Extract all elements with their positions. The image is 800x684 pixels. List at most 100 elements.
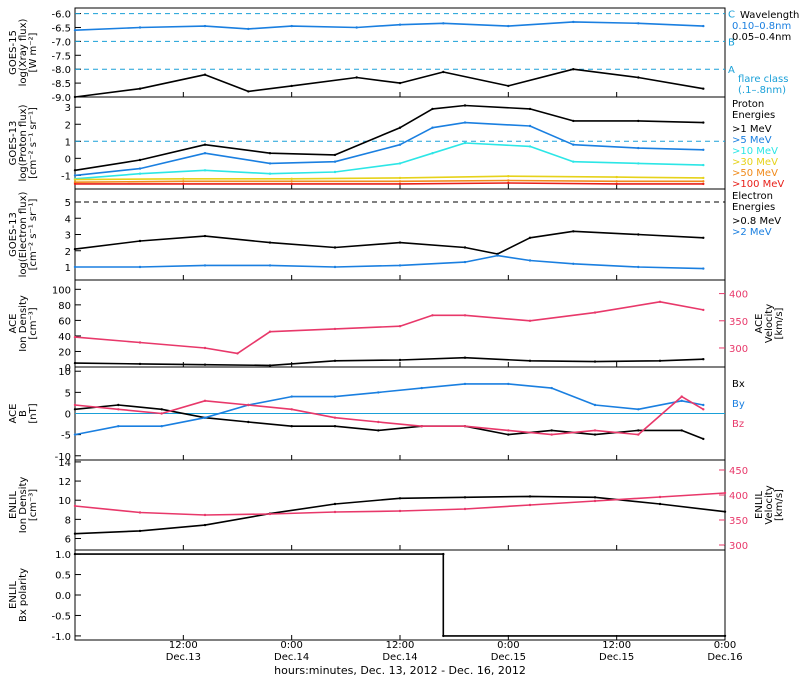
y-tick-label: 0.0 [55, 591, 71, 602]
data-point [528, 259, 532, 262]
data-point [236, 352, 239, 355]
series-line [74, 383, 704, 436]
legend-title: Electron [732, 191, 773, 202]
y-tick-label: 80 [58, 301, 71, 312]
data-point [333, 395, 337, 398]
panel-ace_b: 10 5 0 -5 -10 ACE B [nT] Bx By Bz [8, 366, 745, 463]
data-point [290, 182, 293, 186]
data-point [442, 634, 445, 638]
data-point [138, 26, 142, 29]
data-point [203, 513, 207, 517]
data-point [398, 81, 402, 85]
data-point [398, 241, 402, 244]
data-point [268, 364, 272, 367]
y-axis-label: Bx polarity [18, 568, 29, 622]
y-right-axis-label: Velocity [764, 304, 775, 343]
data-point [268, 264, 272, 267]
data-point [377, 429, 380, 432]
data-point [507, 175, 510, 178]
data-point [463, 507, 467, 511]
data-point [73, 532, 77, 535]
data-point [203, 523, 207, 527]
legend-entry: >30 MeV [732, 157, 778, 168]
data-point [73, 174, 77, 177]
y-tick-label: 8 [65, 515, 71, 526]
data-point [463, 121, 467, 124]
data-point [290, 84, 293, 88]
legend-entry: >100 MeV [732, 179, 784, 190]
y-right-tick-label: 300 [729, 344, 748, 355]
series-line [74, 121, 704, 177]
data-point [203, 24, 207, 28]
data-point [398, 325, 402, 328]
y-right-tick-label: 450 [729, 466, 748, 477]
series-line [75, 182, 704, 185]
panel-proton: 3 2 1 0 -1 GOES-13 log(Proton flux) [cm⁻² s⁻¹ s… [8, 96, 784, 190]
y-tick-label: 4 [65, 214, 71, 225]
data-point [637, 22, 640, 25]
legend-subtitle: Energies [732, 202, 775, 213]
y-tick-label: 3 [65, 103, 71, 114]
data-point [507, 429, 510, 432]
y-right-tick-label: 300 [729, 541, 748, 552]
data-point [182, 182, 185, 186]
data-point [442, 22, 445, 25]
data-point [723, 491, 727, 495]
data-point [658, 359, 662, 362]
y-tick-label: 0 [65, 410, 71, 421]
x-axis-title: hours:minutes, Dec. 13, 2012 - Dec. 16, … [274, 664, 526, 677]
series-line [74, 21, 704, 31]
data-point [398, 182, 402, 186]
data-point [702, 148, 705, 151]
data-point [138, 362, 142, 366]
data-point [73, 181, 77, 184]
data-point [658, 300, 662, 303]
y-tick-label: 0.5 [55, 571, 71, 582]
y-right-tick-label: 350 [729, 516, 748, 527]
data-point [550, 429, 553, 432]
data-point [398, 180, 402, 183]
data-point [680, 399, 683, 402]
data-point [702, 87, 705, 90]
y-axis-label: Ion Density [18, 295, 29, 352]
data-point [398, 126, 402, 129]
y-axis-label: [cm⁻³] [28, 489, 39, 521]
legend-entry: >0.8 MeV [732, 216, 781, 227]
legend-subtitle: Energies [732, 110, 775, 121]
data-point [593, 311, 597, 314]
data-point [398, 176, 402, 180]
data-point [398, 23, 402, 26]
data-point [528, 124, 532, 128]
data-point [73, 169, 77, 172]
y-tick-label: 12 [58, 477, 71, 488]
y-axis-label: log(Xray flux) [18, 19, 29, 87]
data-point [290, 395, 293, 398]
legend-entry: >2 MeV [732, 227, 772, 238]
legend-entry: By [732, 399, 745, 410]
series-line [74, 230, 704, 255]
data-point [420, 386, 423, 390]
data-point [333, 153, 337, 157]
data-point [528, 503, 532, 507]
data-point [73, 403, 77, 407]
data-point [507, 179, 510, 182]
y-right-axis-label: ACE [754, 314, 765, 334]
y-tick-label: -8.5 [51, 79, 71, 90]
legend-entry: >50 MeV [732, 168, 778, 179]
y-right-axis-label: ENLIL [754, 491, 765, 519]
panel-xray: -6.0 -6.5 -7.0 -7.5 -8.0 -8.5 -9.0 GOES-15 log(X… [8, 7, 799, 104]
data-point [398, 143, 402, 146]
y-tick-label: 100 [52, 285, 71, 296]
data-point [431, 314, 434, 317]
legend-title: Proton [732, 99, 764, 110]
data-point [637, 429, 640, 432]
data-point [680, 429, 683, 432]
data-point [550, 386, 553, 390]
x-tick-time-label: 12:00 [169, 640, 198, 651]
y-tick-label: 5 [65, 198, 71, 209]
data-point [73, 504, 77, 508]
data-point [203, 143, 207, 146]
series-line [74, 404, 704, 440]
